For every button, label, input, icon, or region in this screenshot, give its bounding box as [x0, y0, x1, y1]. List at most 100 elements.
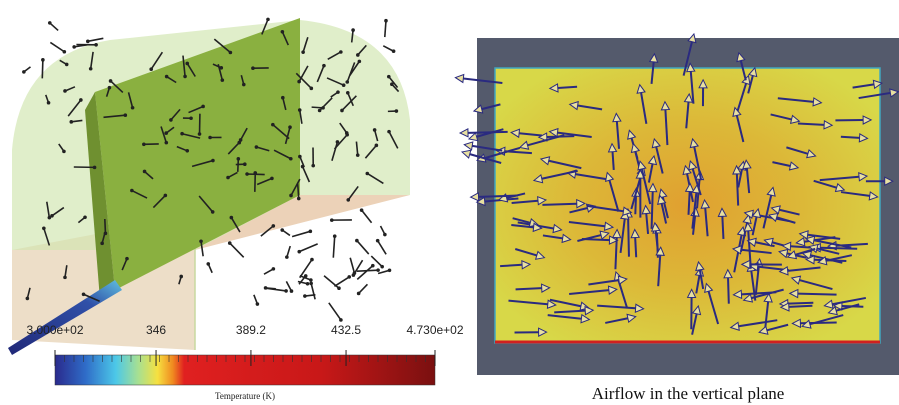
flow-arrow: [479, 196, 518, 197]
flow-arrow: [468, 132, 508, 133]
arrow-head: [245, 172, 249, 176]
arrow-head: [131, 106, 135, 110]
arrow-head: [185, 62, 189, 66]
arrow-head: [336, 140, 340, 144]
arrow-head: [455, 75, 463, 83]
flow-arrow: [737, 174, 738, 206]
flow-arrow: [635, 238, 636, 258]
arrow-head: [47, 101, 51, 105]
arrow-head: [330, 218, 334, 222]
flow-arrow: [635, 196, 636, 214]
flow-arrow: [357, 266, 373, 280]
arrow-head: [251, 66, 255, 70]
arrow-head: [86, 40, 90, 44]
arrow-head: [288, 125, 292, 129]
arrow-head: [360, 208, 364, 212]
arrow-head: [298, 108, 302, 112]
arrow-head: [380, 265, 384, 269]
arrow-head: [333, 234, 337, 238]
arrow-head: [62, 150, 66, 154]
arrow-head: [183, 75, 187, 79]
arrow-head: [83, 215, 87, 219]
arrow-head: [395, 109, 399, 113]
arrow-head: [243, 162, 247, 166]
arrow-head: [387, 130, 391, 134]
flow-arrow: [798, 294, 837, 295]
flow-arrow: [689, 191, 690, 214]
arrow-head: [351, 28, 355, 32]
arrow-head: [375, 144, 379, 148]
arrow-head: [230, 216, 234, 220]
flow-arrow: [789, 306, 813, 307]
arrow-head: [284, 289, 288, 293]
arrow-head: [297, 80, 301, 84]
arrow-head: [93, 166, 97, 170]
arrow-head: [342, 83, 346, 87]
arrow-head: [285, 255, 289, 259]
arrow-head: [356, 153, 360, 157]
arrow-head: [42, 227, 46, 231]
flow-arrow: [558, 87, 577, 88]
arrow-head: [124, 113, 128, 117]
flow-arrow: [42, 60, 43, 79]
arrow-head: [309, 282, 313, 286]
arrow-head: [72, 45, 76, 49]
arrow-head: [310, 87, 314, 91]
arrow-head: [189, 116, 193, 120]
flow-arrow: [238, 159, 239, 172]
arrow-head: [339, 50, 343, 54]
arrow-head: [464, 142, 473, 150]
colorbar-tick-label: 346: [146, 323, 166, 337]
arrow-head: [462, 150, 471, 158]
arrow-head: [298, 155, 302, 159]
arrow-head: [206, 262, 210, 266]
arrow-head: [383, 233, 387, 237]
arrow-head: [471, 193, 479, 201]
arrow-head: [89, 67, 93, 71]
flow-arrow: [613, 152, 614, 170]
arrow-head: [109, 79, 113, 83]
arrow-head: [392, 49, 396, 53]
flow-arrow: [350, 258, 354, 273]
flow-arrow: [378, 241, 386, 255]
arrow-head: [303, 294, 307, 298]
flow-arrow: [333, 236, 334, 258]
arrow-head: [165, 75, 169, 79]
arrow-head: [289, 157, 293, 161]
arrow-head: [336, 90, 340, 94]
flow-arrow: [357, 241, 369, 254]
arrow-head: [270, 177, 274, 181]
arrow-head: [318, 109, 322, 113]
arrow-head: [253, 171, 257, 175]
arrow-head: [108, 86, 112, 90]
arrow-head: [211, 159, 215, 163]
arrow-head: [289, 194, 293, 198]
arrow-head: [65, 63, 69, 67]
arrow-head: [130, 189, 134, 193]
figure: 3.000e+02346389.2432.54.730e+02 Temperat…: [0, 0, 899, 405]
flow-arrow: [88, 38, 104, 41]
flow-arrow: [722, 216, 723, 239]
arrow-head: [266, 18, 270, 22]
flow-arrow: [542, 204, 576, 205]
flow-arrow: [298, 183, 299, 198]
arrow-head: [290, 289, 294, 293]
arrow-head: [297, 197, 301, 201]
arrow-head: [219, 66, 223, 70]
arrow-head: [357, 292, 361, 296]
arrow-head: [353, 271, 357, 275]
flow-arrow: [359, 284, 368, 293]
colorbar-tick-label: 4.730e+02: [406, 323, 463, 337]
arrow-head: [373, 128, 377, 132]
arrow-head: [94, 43, 98, 47]
arrow-head: [376, 268, 380, 272]
arrow-head: [346, 198, 350, 202]
arrow-head: [104, 232, 108, 236]
arrow-head: [50, 214, 54, 218]
arrow-head: [169, 118, 173, 122]
arrow-head: [304, 274, 308, 278]
flow-arrow: [820, 248, 857, 249]
arrow-head: [198, 132, 202, 136]
arrow-head: [255, 145, 259, 149]
